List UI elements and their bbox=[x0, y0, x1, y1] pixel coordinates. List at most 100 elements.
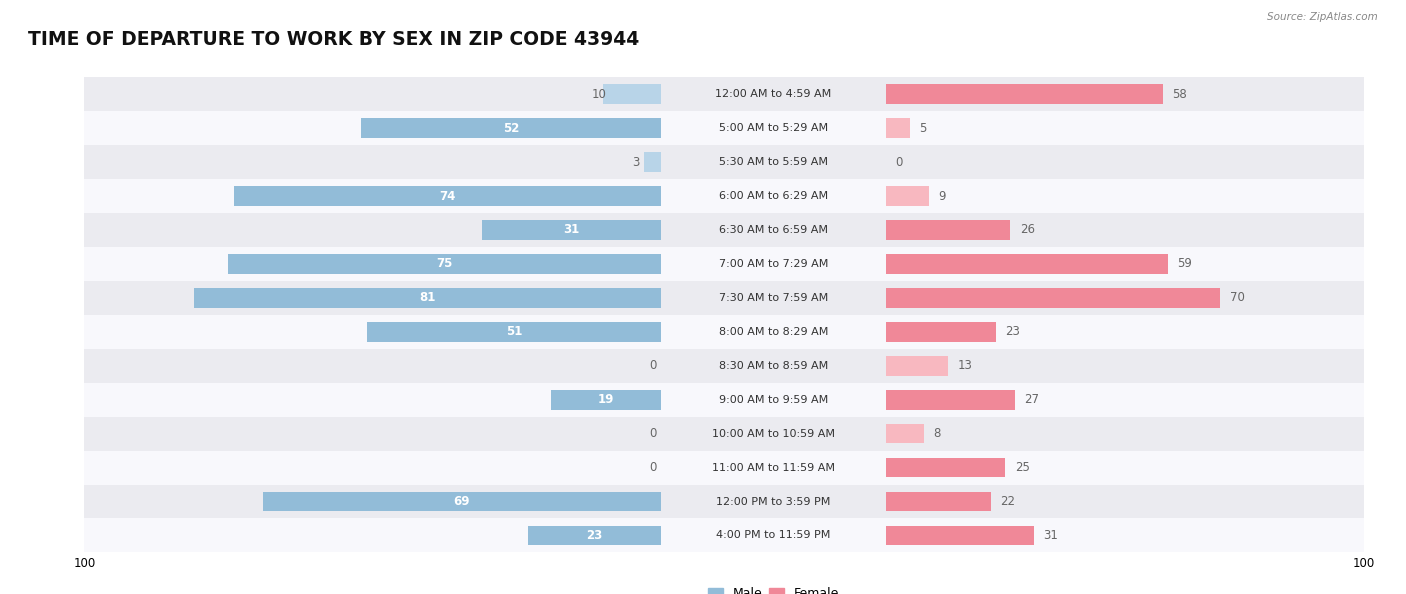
Text: 4:00 PM to 11:59 PM: 4:00 PM to 11:59 PM bbox=[716, 530, 831, 541]
Bar bbox=[263, 492, 661, 511]
Text: 7:00 AM to 7:29 AM: 7:00 AM to 7:29 AM bbox=[718, 259, 828, 269]
Text: 23: 23 bbox=[586, 529, 603, 542]
Bar bbox=[661, 111, 886, 145]
Bar bbox=[655, 315, 661, 349]
Text: 22: 22 bbox=[1001, 495, 1015, 508]
Bar bbox=[228, 254, 661, 274]
Text: 75: 75 bbox=[436, 257, 453, 270]
Text: 3: 3 bbox=[633, 156, 640, 169]
Bar bbox=[661, 485, 886, 519]
Bar bbox=[655, 213, 661, 247]
Bar bbox=[655, 247, 661, 281]
Bar bbox=[655, 416, 661, 451]
Bar bbox=[655, 179, 661, 213]
Text: 10:00 AM to 10:59 AM: 10:00 AM to 10:59 AM bbox=[711, 429, 835, 438]
Text: 9:00 AM to 9:59 AM: 9:00 AM to 9:59 AM bbox=[718, 394, 828, 405]
Bar bbox=[655, 519, 661, 552]
Bar bbox=[886, 315, 890, 349]
Bar bbox=[886, 254, 1168, 274]
Text: 74: 74 bbox=[439, 189, 456, 203]
Text: 31: 31 bbox=[564, 223, 579, 236]
Bar bbox=[886, 416, 890, 451]
Bar bbox=[886, 526, 1033, 545]
Bar bbox=[84, 416, 661, 451]
Text: Source: ZipAtlas.com: Source: ZipAtlas.com bbox=[1267, 12, 1378, 22]
Bar bbox=[84, 315, 661, 349]
Text: TIME OF DEPARTURE TO WORK BY SEX IN ZIP CODE 43944: TIME OF DEPARTURE TO WORK BY SEX IN ZIP … bbox=[28, 30, 640, 49]
Bar bbox=[661, 416, 886, 451]
Bar bbox=[661, 179, 886, 213]
Bar bbox=[886, 390, 1015, 409]
Bar bbox=[661, 281, 886, 315]
Bar bbox=[655, 145, 661, 179]
Bar bbox=[886, 84, 1163, 104]
Bar bbox=[886, 247, 1364, 281]
Bar bbox=[886, 424, 924, 444]
Text: 58: 58 bbox=[1173, 88, 1187, 101]
Bar bbox=[886, 179, 890, 213]
Bar bbox=[84, 519, 661, 552]
Bar bbox=[886, 288, 1220, 308]
Bar bbox=[886, 281, 1364, 315]
Text: 6:30 AM to 6:59 AM: 6:30 AM to 6:59 AM bbox=[718, 225, 828, 235]
Bar bbox=[661, 77, 886, 111]
Bar bbox=[886, 118, 910, 138]
Bar bbox=[886, 383, 890, 416]
Text: 27: 27 bbox=[1025, 393, 1039, 406]
Text: 9: 9 bbox=[938, 189, 946, 203]
Text: 51: 51 bbox=[506, 326, 522, 339]
Bar bbox=[655, 77, 661, 111]
Bar bbox=[886, 519, 1364, 552]
Text: 12:00 AM to 4:59 AM: 12:00 AM to 4:59 AM bbox=[716, 89, 831, 99]
Bar bbox=[84, 383, 661, 416]
Bar bbox=[529, 526, 661, 545]
Bar bbox=[655, 281, 661, 315]
Text: 26: 26 bbox=[1019, 223, 1035, 236]
Bar bbox=[886, 315, 1364, 349]
Text: 7:30 AM to 7:59 AM: 7:30 AM to 7:59 AM bbox=[718, 293, 828, 303]
Bar bbox=[84, 179, 661, 213]
Bar bbox=[886, 77, 890, 111]
Bar bbox=[661, 145, 886, 179]
Bar bbox=[886, 179, 1364, 213]
Bar bbox=[482, 220, 661, 240]
Text: 0: 0 bbox=[650, 427, 657, 440]
Bar bbox=[886, 519, 890, 552]
Text: 5:30 AM to 5:59 AM: 5:30 AM to 5:59 AM bbox=[718, 157, 828, 167]
Bar bbox=[84, 281, 661, 315]
Bar bbox=[886, 349, 1364, 383]
Bar bbox=[886, 451, 890, 485]
Text: 52: 52 bbox=[503, 122, 519, 135]
Bar bbox=[661, 383, 886, 416]
Bar bbox=[84, 111, 661, 145]
Text: 23: 23 bbox=[1005, 326, 1021, 339]
Bar bbox=[84, 145, 661, 179]
Text: 19: 19 bbox=[598, 393, 614, 406]
Bar bbox=[551, 390, 661, 409]
Bar bbox=[361, 118, 661, 138]
Bar bbox=[655, 451, 661, 485]
Bar bbox=[886, 145, 1364, 179]
Text: 6:00 AM to 6:29 AM: 6:00 AM to 6:29 AM bbox=[718, 191, 828, 201]
Bar bbox=[235, 186, 661, 206]
Bar bbox=[84, 213, 661, 247]
Bar bbox=[886, 485, 1364, 519]
Bar bbox=[84, 451, 661, 485]
Bar bbox=[886, 492, 991, 511]
Bar bbox=[661, 145, 886, 179]
Text: 70: 70 bbox=[1230, 291, 1244, 304]
Text: 8: 8 bbox=[934, 427, 941, 440]
Bar bbox=[886, 77, 1364, 111]
Bar bbox=[661, 519, 886, 552]
Bar bbox=[661, 349, 886, 383]
Bar bbox=[886, 356, 948, 375]
Legend: Male, Female: Male, Female bbox=[707, 587, 839, 594]
Bar bbox=[886, 213, 1364, 247]
Bar bbox=[886, 145, 890, 179]
Bar bbox=[367, 322, 661, 342]
Bar bbox=[661, 416, 886, 451]
Bar bbox=[886, 281, 890, 315]
Bar bbox=[661, 247, 886, 281]
Bar bbox=[644, 152, 661, 172]
Bar bbox=[886, 416, 1364, 451]
